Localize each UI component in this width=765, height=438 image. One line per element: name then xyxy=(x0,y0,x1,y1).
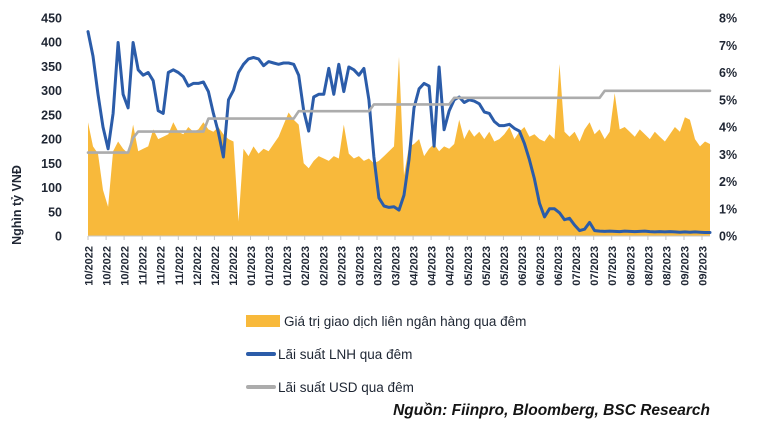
usd-rate-line xyxy=(86,89,712,154)
legend-item-usd-rate: Lãi suất USD qua đêm xyxy=(246,378,526,396)
x-tick-label: 07/2023 xyxy=(589,246,601,286)
x-tick-label: 08/2023 xyxy=(643,246,655,286)
x-tick-label: 04/2023 xyxy=(445,246,457,286)
volume-area-series xyxy=(88,56,710,236)
source-note: Nguồn: Fiinpro, Bloomberg, BSC Research xyxy=(393,402,710,419)
legend-item-volume: Giá trị giao dịch liên ngân hàng qua đêm xyxy=(246,312,526,330)
volume-series-swatch-icon xyxy=(246,315,280,327)
x-tick-label: 03/2023 xyxy=(391,246,403,286)
x-tick-label: 06/2023 xyxy=(517,246,529,286)
legend-item-usd-rate-label: Lãi suất USD qua đêm xyxy=(278,379,414,395)
y-axis-title: Nghìn tỷ VNĐ xyxy=(10,165,24,245)
lnh-rate-series-swatch-icon xyxy=(246,352,276,356)
x-tick-label: 02/2023 xyxy=(300,246,312,286)
y-axis-label-right: 7% xyxy=(719,39,737,53)
y-axis-label-left: 0 xyxy=(55,230,62,244)
x-tick-label: 10/2022 xyxy=(102,246,114,286)
y-axis-label-left: 400 xyxy=(41,36,62,50)
x-tick-label: 12/2022 xyxy=(192,246,204,286)
x-tick-label: 01/2023 xyxy=(264,246,276,286)
legend-item-lnh-rate: Lãi suất LNH qua đêm xyxy=(246,345,526,363)
x-tick-label: 07/2023 xyxy=(571,246,583,286)
x-tick-label: 02/2023 xyxy=(318,246,330,286)
x-tick-label: 11/2022 xyxy=(156,246,168,285)
x-tick-label: 06/2023 xyxy=(553,246,565,286)
x-tick-label: 09/2023 xyxy=(698,246,710,286)
x-tick-label: 10/2022 xyxy=(120,246,132,286)
y-axis-label-left: 200 xyxy=(41,133,62,147)
y-axis-label-right: 0% xyxy=(719,230,737,244)
x-tick-label: 08/2023 xyxy=(625,246,637,286)
x-tick-label: 12/2022 xyxy=(228,246,240,286)
x-tick-label: 03/2023 xyxy=(354,246,366,286)
y-axis-label-left: 350 xyxy=(41,60,62,74)
y-axis-label-left: 300 xyxy=(41,84,62,98)
legend-item-lnh-rate-label: Lãi suất LNH qua đêm xyxy=(278,346,413,362)
usd-rate-series-swatch-icon xyxy=(246,385,276,389)
x-tick-label: 04/2023 xyxy=(427,246,439,286)
y-axis-label-right: 2% xyxy=(719,175,737,189)
y-axis-label-left: 150 xyxy=(41,157,62,171)
x-tick-label: 03/2023 xyxy=(373,246,385,286)
x-tick-label: 08/2023 xyxy=(661,246,673,286)
y-axis-label-right: 4% xyxy=(719,121,737,135)
x-tick-label: 01/2023 xyxy=(246,246,258,286)
y-axis-label-left: 100 xyxy=(41,181,62,195)
y-axis-label-left: 250 xyxy=(41,108,62,122)
x-tick-label: 07/2023 xyxy=(607,246,619,286)
y-axis-label-left: 50 xyxy=(48,205,62,219)
x-tick-label: 11/2022 xyxy=(174,246,186,285)
y-axis-label-right: 5% xyxy=(719,93,737,107)
y-axis-label-right: 1% xyxy=(719,202,737,216)
x-tick-label: 02/2023 xyxy=(336,246,348,286)
x-tick-label: 09/2023 xyxy=(680,246,692,286)
x-tick-label: 01/2023 xyxy=(282,246,294,286)
y-axis-label-right: 6% xyxy=(719,66,737,80)
x-tick-label: 05/2023 xyxy=(481,246,493,286)
x-tick-label: 06/2023 xyxy=(535,246,547,286)
x-tick-label: 04/2023 xyxy=(409,246,421,286)
legend-item-volume-label: Giá trị giao dịch liên ngân hàng qua đêm xyxy=(284,313,527,329)
x-tick-label: 05/2023 xyxy=(463,246,475,286)
y-axis-label-right: 8% xyxy=(719,12,737,26)
y-axis-label-right: 3% xyxy=(719,148,737,162)
lnh-rate-line xyxy=(86,30,712,234)
interbank-chart-svg: 10/2022 10/2022 10/2022 11/2022 11/2022 11/20… xyxy=(10,12,737,286)
x-tick-label: 05/2023 xyxy=(499,246,511,286)
x-tick-label: 12/2022 xyxy=(210,246,222,286)
x-tick-label: 10/2022 xyxy=(84,246,96,286)
x-tick-label: 11/2022 xyxy=(138,246,150,285)
chart-legend: Giá trị giao dịch liên ngân hàng qua đêm… xyxy=(246,312,526,411)
y-axis-label-left: 450 xyxy=(41,12,62,26)
